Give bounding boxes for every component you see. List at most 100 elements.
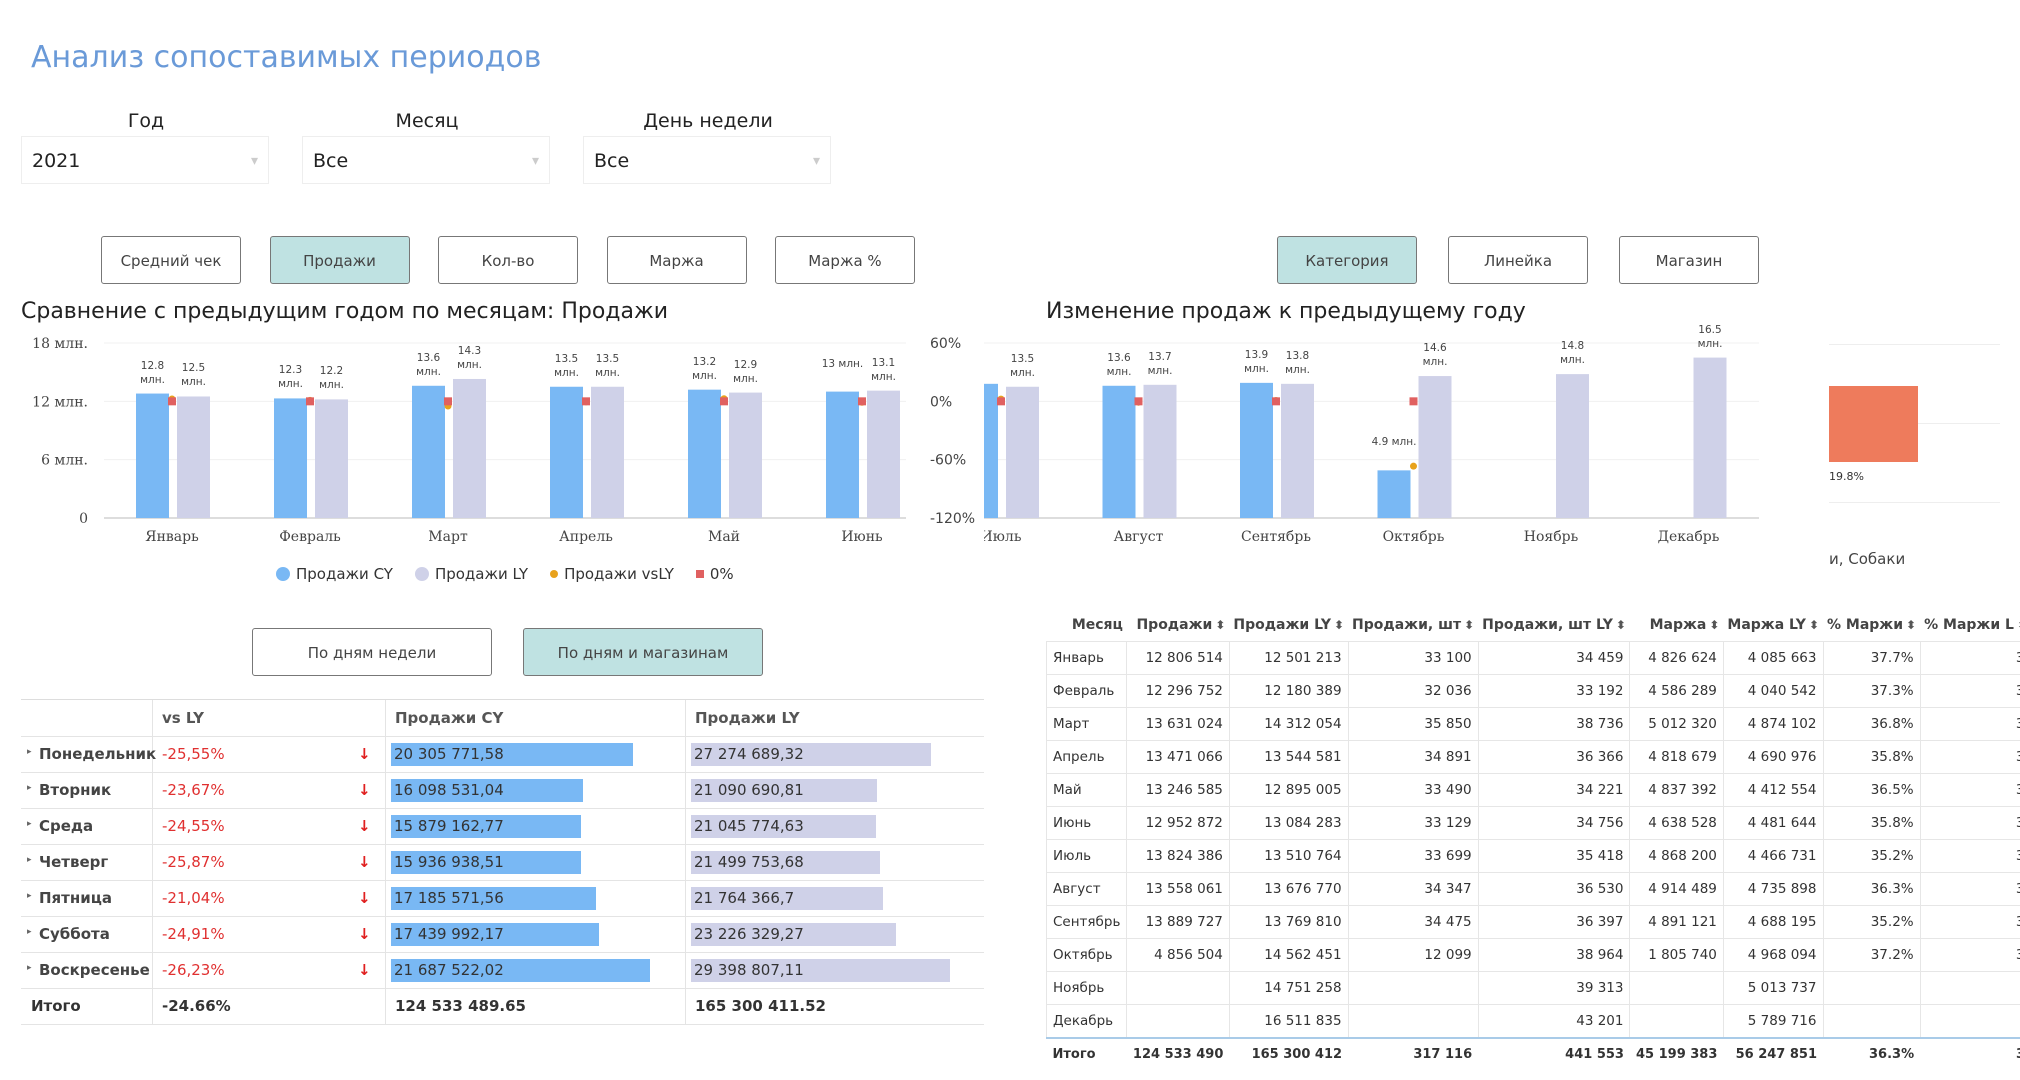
header-label: Продажи, шт LY <box>1482 617 1613 633</box>
expand-icon[interactable]: ▸ <box>27 963 32 973</box>
legend-item: Продажи vsLY <box>550 565 674 583</box>
column-header[interactable]: Продажи ⬍ <box>1127 609 1229 642</box>
cell: 36 397 <box>1477 905 1631 939</box>
cell: 14 751 258 <box>1228 971 1349 1005</box>
dropdown-value: Все <box>594 150 630 172</box>
legend-label: Продажи vsLY <box>564 565 674 583</box>
total-cell: 45 199 383 <box>1629 1037 1724 1069</box>
toggle-button[interactable]: Категория <box>1277 236 1417 284</box>
cell: 34 347 <box>1347 872 1479 906</box>
column-header[interactable]: Маржа ⬍ <box>1630 609 1723 642</box>
dropdown[interactable]: 2021 ▾ <box>21 136 269 184</box>
toggle-button[interactable]: Линейка <box>1448 236 1588 284</box>
expand-icon[interactable]: ▸ <box>27 891 32 901</box>
cell: 12 180 389 <box>1228 674 1349 708</box>
cell: 1 805 740 <box>1629 938 1724 972</box>
x-tick-label: Апрель <box>559 529 613 545</box>
data-label: 12.8 млн. <box>140 359 165 386</box>
cell <box>1822 971 1921 1005</box>
marker <box>168 397 176 406</box>
toggle-button[interactable]: Маржа <box>606 236 747 284</box>
legend-marker <box>276 567 290 581</box>
cell: Январь <box>1045 641 1128 675</box>
toggle-button[interactable]: Продажи <box>269 236 410 284</box>
toggle-button[interactable]: Маржа % <box>775 236 915 284</box>
table-row: Апрель 13 471 066 13 544 581 34 891 36 366 4 … <box>1045 740 2020 774</box>
bar <box>826 391 859 518</box>
toggle-button[interactable]: По дням и магазинам <box>523 628 763 676</box>
sort-icon: ⬍ <box>2017 618 2020 632</box>
expand-icon[interactable]: ▸ <box>27 855 32 865</box>
expand-icon[interactable]: ▸ <box>27 819 32 829</box>
chart-title: Изменение продаж к предыдущему году <box>1046 299 1526 324</box>
cell: 43 201 <box>1477 1004 1631 1039</box>
column-header[interactable]: Маржа LY ⬍ <box>1723 609 1823 642</box>
expand-icon[interactable]: ▸ <box>27 927 32 937</box>
cell: 38 964 <box>1477 938 1631 972</box>
dropdown-value: 2021 <box>32 150 81 172</box>
toggle-button[interactable]: Магазин <box>1619 236 1759 284</box>
data-label: 13.7 млн. <box>1147 350 1173 377</box>
trend-arrow: ↓ <box>358 817 371 835</box>
cell: 13 824 386 <box>1126 839 1230 873</box>
cell: 4 481 644 <box>1722 806 1824 840</box>
toggle-button[interactable]: Кол-во <box>438 236 578 284</box>
y2-tick-label: 0% <box>930 394 952 410</box>
dropdown-value: Все <box>313 150 349 172</box>
column-header[interactable]: % Маржи ⬍ <box>1823 609 1920 642</box>
cell: 3 <box>1919 872 2020 906</box>
data-bar <box>391 923 600 946</box>
cell: 4 735 898 <box>1722 872 1824 906</box>
x-tick-label: Март <box>428 529 468 545</box>
dropdown[interactable]: Все ▾ <box>302 136 550 184</box>
data-bar <box>691 743 932 766</box>
header-label: Продажи LY <box>1233 617 1331 633</box>
cell <box>1822 1004 1921 1039</box>
table-row: Сентябрь 13 889 727 13 769 810 34 475 36 397… <box>1045 905 2020 939</box>
column-header[interactable]: Продажи LY ⬍ <box>1229 609 1348 642</box>
marker <box>858 397 866 406</box>
column-header[interactable]: Месяц <box>1047 609 1127 642</box>
chart-panel: Июль Август Сентябрь Октябрь Ноябрь Декабрь <box>984 357 1727 545</box>
cell: 32 036 <box>1347 674 1479 708</box>
table-row: Март 13 631 024 14 312 054 35 850 38 736 5 01… <box>1045 707 2020 741</box>
cell: Май <box>1045 773 1128 807</box>
trend-arrow: ↓ <box>358 781 371 799</box>
x-tick-label: Июнь <box>841 529 883 545</box>
legend-marker <box>414 567 429 581</box>
cell: 4 826 624 <box>1629 641 1724 675</box>
data-bar <box>691 923 896 946</box>
header-label: Маржа LY <box>1727 617 1806 633</box>
column-header[interactable]: Продажи, шт LY ⬍ <box>1478 609 1630 642</box>
cell <box>1919 1004 2020 1039</box>
cell: 3 <box>1919 740 2020 774</box>
toggle-button[interactable]: Средний чек <box>101 236 241 284</box>
sort-icon: ⬍ <box>1215 618 1226 632</box>
chart: 0 6 млн. 12 млн. 18 млн. -120% -60% 0% 60% Январ… <box>32 336 1759 545</box>
data-label: 14.6 млн. <box>1422 342 1448 369</box>
dropdown[interactable]: Все ▾ <box>583 136 831 184</box>
col-divider <box>385 700 386 1024</box>
cell: 5 013 737 <box>1722 971 1824 1005</box>
filter-label: День недели <box>643 110 773 132</box>
legend: Продажи CY Продажи LY Продажи vsLY 0% <box>276 565 734 583</box>
cell: -25,55% <box>162 745 225 763</box>
expand-icon[interactable]: ▸ <box>27 783 32 793</box>
bar <box>1418 376 1452 518</box>
bar <box>1377 470 1411 518</box>
cell: Август <box>1045 872 1128 906</box>
cell: Октябрь <box>1045 938 1128 972</box>
cell: 23 226 329,27 <box>694 925 804 943</box>
cell: -24,91% <box>162 925 225 943</box>
cell: 17 439 992,17 <box>394 925 504 943</box>
total-cell: 36.3% <box>1823 1037 1921 1069</box>
weekday-table: vs LY Продажи CY Продажи LY ▸ Понедельник -25… <box>21 699 984 1025</box>
column-header[interactable]: % Маржи L⬍ <box>1920 609 2020 642</box>
toggle-button[interactable]: По дням недели <box>252 628 492 676</box>
cell: 35.2% <box>1822 839 1921 873</box>
cell: 13 631 024 <box>1126 707 1230 741</box>
column-header[interactable]: Продажи, шт ⬍ <box>1348 609 1478 642</box>
data-bar <box>391 887 597 910</box>
y2-tick-label: -60% <box>930 453 966 469</box>
expand-icon[interactable]: ▸ <box>27 747 32 757</box>
